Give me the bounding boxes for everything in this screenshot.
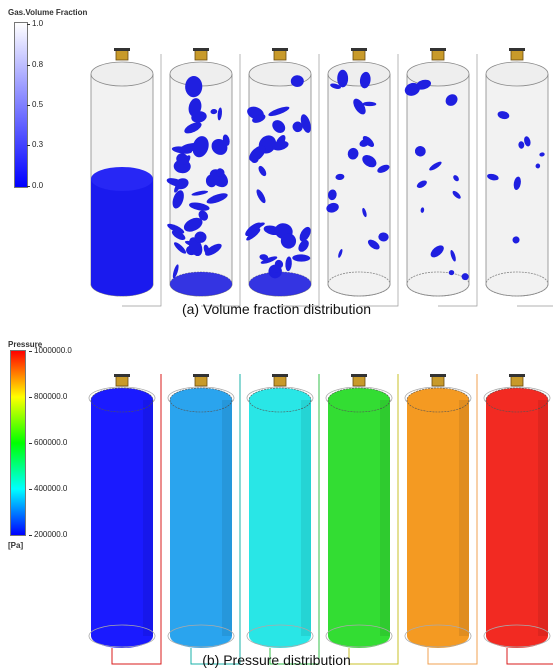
tank-top: [486, 62, 548, 86]
tank-cylinder: [166, 366, 236, 666]
valve-cap: [351, 48, 367, 51]
pressure-unit-label: [Pa]: [8, 541, 23, 550]
valve-nozzle: [274, 50, 286, 60]
volume-fraction-caption: (a) Volume fraction distribution: [0, 301, 553, 317]
valve-cap: [272, 374, 288, 377]
valve-cap: [351, 374, 367, 377]
gas-bubble: [462, 273, 469, 280]
gas-bottom-pool: [170, 272, 232, 296]
valve-nozzle: [511, 50, 523, 60]
tank-cylinder: [87, 52, 157, 312]
tank-shade: [222, 400, 232, 636]
tank-shell: [407, 74, 469, 296]
pressure-caption: (b) Pressure distribution: [0, 652, 553, 668]
valve-nozzle: [195, 376, 207, 386]
tank-cylinder: [324, 52, 394, 312]
tank-cylinder: [403, 366, 473, 666]
valve-cap: [430, 48, 446, 51]
pressure-tick: 400000.0: [34, 484, 67, 493]
volume-fraction-colorbar: [14, 22, 28, 188]
pressure-colorbar: [10, 350, 26, 536]
valve-nozzle: [116, 376, 128, 386]
tank-shade: [538, 400, 548, 636]
tank-top: [328, 62, 390, 86]
valve-nozzle: [353, 50, 365, 60]
valve-cap: [430, 374, 446, 377]
pressure-tick: 1000000.0: [34, 346, 72, 355]
valve-nozzle: [274, 376, 286, 386]
valve-cap: [193, 374, 209, 377]
tank-cylinder: [166, 52, 236, 312]
volume-fraction-tick: 0.0: [32, 181, 43, 190]
tank-shade: [301, 400, 311, 636]
volume-fraction-tick: 1.0: [32, 19, 43, 28]
tank-top: [91, 62, 153, 86]
tank-cylinder: [87, 366, 157, 666]
pressure-tick: 800000.0: [34, 392, 67, 401]
tank-shade: [380, 400, 390, 636]
volume-fraction-panel: Gas.Volume Fraction 1.0 0.8 0.5 0.3 0.0 …: [0, 0, 553, 336]
valve-nozzle: [511, 376, 523, 386]
valve-nozzle: [116, 50, 128, 60]
liquid-surface: [91, 167, 153, 191]
valve-cap: [193, 48, 209, 51]
tank-cylinder: [324, 366, 394, 666]
volume-fraction-tick: 0.8: [32, 60, 43, 69]
liquid-column: [91, 179, 153, 296]
tank-shade: [143, 400, 153, 636]
valve-cap: [272, 48, 288, 51]
valve-cap: [509, 374, 525, 377]
valve-cap: [509, 48, 525, 51]
volume-fraction-tick: 0.5: [32, 100, 43, 109]
volume-fraction-tick: 0.3: [32, 140, 43, 149]
valve-nozzle: [432, 376, 444, 386]
valve-nozzle: [353, 376, 365, 386]
gas-bottom-pool: [249, 272, 311, 296]
tank-shade: [459, 400, 469, 636]
gas-bubble: [337, 70, 348, 88]
tank-cylinder: [245, 366, 315, 666]
pressure-tick: 200000.0: [34, 530, 67, 539]
tank-cylinder: [245, 52, 315, 312]
tank-cylinder: [403, 52, 473, 312]
valve-nozzle: [432, 50, 444, 60]
tank-top: [407, 62, 469, 86]
valve-cap: [114, 48, 130, 51]
tank-cylinder: [482, 366, 552, 666]
pressure-panel: Pressure 1000000.0 800000.0 600000.0 400…: [0, 336, 553, 672]
valve-nozzle: [195, 50, 207, 60]
pressure-tick: 600000.0: [34, 438, 67, 447]
valve-cap: [114, 374, 130, 377]
tank-cylinder: [482, 52, 552, 312]
volume-fraction-legend-title: Gas.Volume Fraction: [8, 8, 87, 17]
